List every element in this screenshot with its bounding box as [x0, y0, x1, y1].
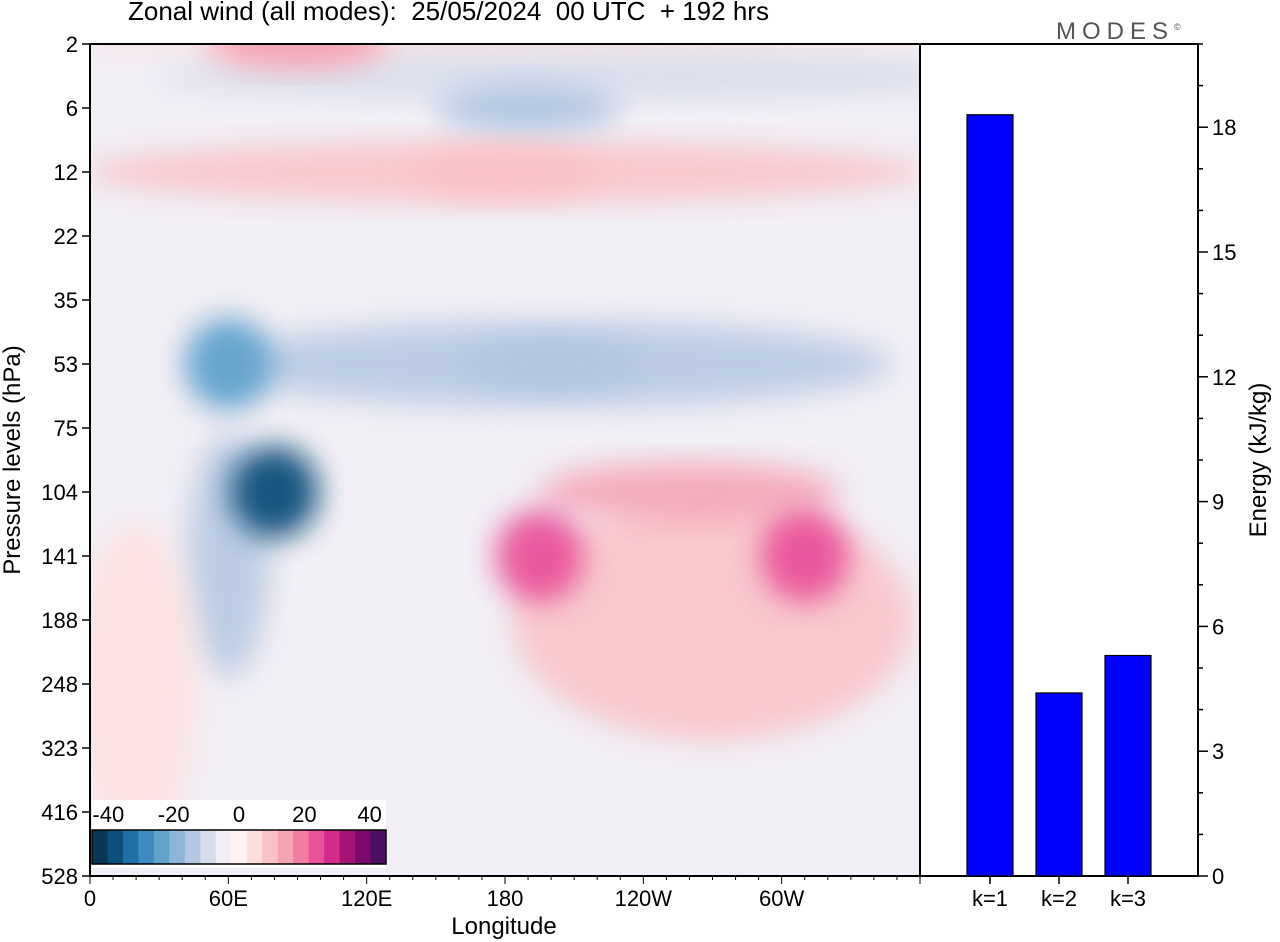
y-tick-label: 248 — [41, 672, 78, 697]
field-region — [90, 524, 197, 844]
energy-bar — [1104, 654, 1152, 877]
bar-y-axis-title: Energy (kJ/kg) — [1245, 383, 1272, 538]
bar-y-tick-label: 15 — [1212, 240, 1236, 265]
field-feature — [184, 318, 273, 410]
colorbar-tick-label: -40 — [92, 802, 124, 827]
bar-category-label: k=1 — [972, 886, 1008, 911]
y-tick-label: 2 — [66, 32, 78, 57]
y-tick-label: 323 — [41, 736, 78, 761]
x-tick-label: 120E — [341, 886, 392, 911]
heatmap-x-axis: 0 60E 120E 180 120W 60W — [84, 876, 921, 911]
bar-y-tick-label: 3 — [1212, 739, 1224, 764]
colorbar-tick-label: -20 — [158, 802, 190, 827]
colorbar-swatch — [184, 830, 201, 864]
y-tick-label: 35 — [54, 288, 78, 313]
x-tick-label: 120W — [615, 886, 673, 911]
brand-text: MODES — [1056, 18, 1175, 45]
heatmap-y-axis-title: Pressure levels (hPa) — [0, 345, 26, 574]
colorbar-swatch — [262, 830, 279, 864]
field-feature — [230, 446, 319, 538]
colorbar-swatch — [122, 830, 139, 864]
colorbar-swatch — [215, 830, 232, 864]
wind-field — [90, 44, 920, 844]
heatmap-x-axis-title: Longitude — [451, 913, 556, 940]
colorbar-swatch — [277, 830, 294, 864]
brand-mark: © — [1174, 22, 1181, 32]
field-feature — [461, 338, 642, 390]
y-tick-label: 528 — [41, 864, 78, 889]
colorbar-swatch — [308, 830, 325, 864]
heatmap-y-axis: 2 6 12 22 35 53 75 104 141 188 248 323 416 528 — [41, 32, 90, 889]
colorbar-swatch — [92, 830, 108, 864]
energy-bar — [1035, 692, 1083, 877]
y-tick-label: 104 — [41, 480, 78, 505]
y-tick-label: 75 — [54, 416, 78, 441]
colorbar-frame — [91, 829, 387, 865]
bar-category-label: k=3 — [1110, 886, 1146, 911]
bar-y-tick-label: 6 — [1212, 614, 1224, 639]
x-tick-label: 60E — [209, 886, 248, 911]
bar-category-label: k=2 — [1041, 886, 1077, 911]
brand-logo: MODES© — [1056, 18, 1181, 46]
colorbar-swatch — [200, 830, 217, 864]
colorbar-swatch — [169, 830, 186, 864]
colorbar-swatch — [355, 830, 372, 864]
colorbar-swatch — [107, 830, 124, 864]
colorbar-swatch — [339, 830, 356, 864]
bar-y-tick-label: 9 — [1212, 490, 1224, 515]
colorbar-swatch — [153, 830, 170, 864]
colorbar-swatch — [246, 830, 263, 864]
field-feature — [760, 510, 849, 602]
x-tick-label: 0 — [84, 886, 96, 911]
field-feature — [438, 82, 619, 134]
y-tick-label: 416 — [41, 800, 78, 825]
field-region — [539, 462, 840, 522]
field-feature — [415, 146, 595, 198]
y-tick-label: 141 — [41, 544, 78, 569]
bar-x-axis: k=1 k=2 k=3 — [972, 876, 1146, 911]
colorbar-swatch — [138, 830, 155, 864]
y-tick-label: 22 — [54, 224, 78, 249]
bar-y-tick-label: 18 — [1212, 115, 1236, 140]
y-tick-label: 188 — [41, 608, 78, 633]
field-feature — [495, 510, 584, 602]
colorbar: -40 -20 0 20 40 — [91, 800, 387, 868]
colorbar-tick-label: 40 — [357, 802, 381, 827]
colorbar-swatch — [231, 830, 248, 864]
bar-y-tick-label: 12 — [1212, 365, 1236, 390]
colorbar-swatch — [370, 830, 387, 864]
energy-bar-panel: k=1 k=2 k=3 0 3 6 9 12 15 18 Energy (kJ/kg) — [919, 43, 1272, 911]
colorbar-swatch — [324, 830, 341, 864]
field-feature — [207, 44, 388, 70]
energy-bar — [966, 114, 1014, 877]
y-tick-label: 6 — [66, 96, 78, 121]
chart-title: Zonal wind (all modes): 25/05/2024 00 UT… — [128, 0, 769, 26]
heatmap-panel: -40 -20 0 20 40 0 60E 120E 180 120W 60W 2 6 12 22 35 5… — [0, 32, 921, 940]
x-tick-label: 180 — [487, 886, 524, 911]
bar-y-tick-label: 0 — [1212, 864, 1224, 889]
colorbar-tick-label: 0 — [233, 802, 245, 827]
bar-y-axis: 0 3 6 9 12 15 18 — [1198, 43, 1236, 889]
energy-bars — [966, 114, 1152, 877]
x-tick-label: 60W — [759, 886, 804, 911]
y-tick-label: 12 — [54, 160, 78, 185]
y-tick-label: 53 — [54, 352, 78, 377]
colorbar-tick-label: 20 — [292, 802, 316, 827]
colorbar-swatch — [293, 830, 310, 864]
